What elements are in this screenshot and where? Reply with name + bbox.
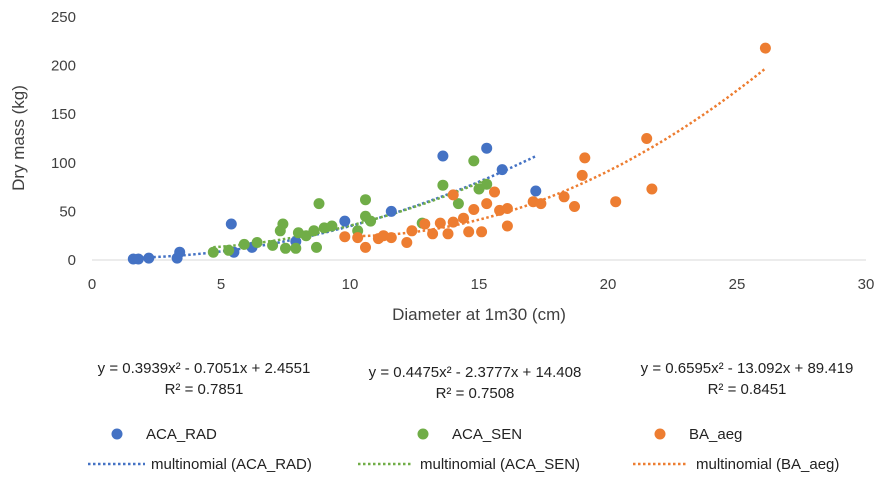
point-aca-sen (481, 178, 493, 190)
point-aca-rad (496, 164, 508, 176)
point-aca-sen (308, 225, 320, 237)
x-axis-title: Diameter at 1m30 (cm) (392, 305, 566, 324)
point-aca-sen (251, 237, 263, 248)
legend-label-aca-rad: ACA_RAD (146, 426, 217, 443)
y-tick-label: 250 (51, 9, 76, 26)
point-aca-sen (267, 239, 279, 251)
x-tick-labels: 0 5 10 15 20 25 30 (88, 276, 875, 293)
point-ba-aeg (646, 183, 658, 195)
point-ba-aeg (759, 42, 771, 54)
point-ba-aeg (489, 186, 500, 198)
point-aca-sen (360, 194, 371, 206)
point-aca-sen (437, 179, 449, 191)
point-ba-aeg (427, 228, 439, 240)
legend-label-aca-sen: ACA_SEN (452, 426, 522, 443)
point-aca-sen (238, 238, 250, 250)
y-tick-label: 150 (51, 106, 76, 123)
point-ba-aeg (576, 169, 588, 181)
legend-trend-label-aca-rad: multinomial (ACA_RAD) (151, 456, 312, 473)
point-ba-aeg (406, 225, 418, 237)
y-tick-label: 100 (51, 155, 76, 172)
point-aca-sen (468, 155, 480, 167)
point-aca-sen (277, 218, 289, 230)
r2-aca-sen: R² = 0.7508 (436, 385, 515, 402)
point-aca-rad (385, 205, 397, 217)
y-axis-title: Dry mass (kg) (9, 85, 28, 191)
point-ba-aeg (360, 241, 371, 253)
point-ba-aeg (352, 232, 364, 244)
point-aca-sen (311, 241, 322, 253)
point-aca-rad (481, 142, 493, 154)
point-ba-aeg (579, 152, 591, 164)
point-ba-aeg (339, 231, 351, 243)
trendline-aca-rad (133, 154, 537, 259)
legend-marker-aca-rad (111, 428, 123, 440)
point-ba-aeg (468, 204, 480, 215)
point-ba-aeg (419, 218, 431, 230)
point-aca-rad (143, 252, 155, 264)
point-ba-aeg (442, 228, 454, 240)
point-ba-aeg (641, 133, 653, 144)
y-tick-label: 0 (68, 252, 76, 269)
point-ba-aeg (569, 201, 580, 212)
point-ba-aeg (535, 198, 547, 210)
point-aca-rad (132, 253, 144, 265)
x-tick-label: 25 (729, 276, 746, 293)
trendline-ba-aeg (362, 67, 767, 238)
point-aca-sen (326, 220, 338, 232)
data-points (127, 42, 771, 265)
point-aca-sen (207, 246, 219, 258)
point-ba-aeg (558, 191, 570, 203)
legend-label-ba-aeg: BA_aeg (689, 426, 742, 443)
equation-ba-aeg: y = 0.6595x² - 13.092x + 89.419 (641, 360, 854, 377)
point-aca-rad (174, 246, 186, 258)
point-ba-aeg (463, 226, 475, 238)
legend-trend-label-aca-sen: multinomial (ACA_SEN) (420, 456, 580, 473)
point-ba-aeg (501, 203, 513, 214)
y-tick-label: 200 (51, 58, 76, 75)
r2-ba-aeg: R² = 0.8451 (708, 381, 787, 398)
point-aca-sen (313, 198, 325, 210)
legend-trend-label-ba-aeg: multinomial (BA_aeg) (696, 456, 839, 473)
legend: ACA_RAD ACA_SEN BA_aeg multinomial (ACA_… (88, 426, 839, 473)
point-ba-aeg (385, 232, 397, 244)
point-aca-sen (452, 198, 464, 210)
x-tick-label: 5 (217, 276, 225, 293)
r2-aca-rad: R² = 0.7851 (165, 381, 244, 398)
legend-marker-aca-sen (417, 428, 429, 440)
legend-marker-ba-aeg (654, 428, 666, 440)
point-aca-sen (290, 242, 302, 254)
x-tick-label: 0 (88, 276, 96, 293)
equation-aca-sen: y = 0.4475x² - 2.3777x + 14.408 (369, 364, 582, 381)
point-aca-rad (437, 150, 449, 162)
point-ba-aeg (458, 212, 469, 224)
point-aca-sen (223, 244, 235, 256)
point-aca-sen (365, 215, 377, 227)
x-tick-label: 30 (858, 276, 875, 293)
x-tick-label: 15 (471, 276, 488, 293)
point-ba-aeg (610, 196, 622, 208)
equation-aca-rad: y = 0.3939x² - 0.7051x + 2.4551 (98, 360, 311, 377)
point-aca-rad (225, 218, 237, 230)
x-tick-label: 20 (600, 276, 617, 293)
point-aca-rad (339, 215, 351, 227)
point-ba-aeg (447, 189, 459, 201)
point-aca-sen (280, 242, 291, 254)
point-aca-rad (530, 185, 542, 197)
point-ba-aeg (447, 216, 459, 228)
point-ba-aeg (434, 217, 446, 229)
point-ba-aeg (476, 226, 488, 238)
x-tick-label: 10 (342, 276, 359, 293)
point-ba-aeg (501, 220, 513, 232)
y-tick-label: 50 (59, 203, 76, 220)
point-ba-aeg (481, 198, 493, 210)
point-ba-aeg (401, 237, 413, 248)
y-tick-labels: 0 50 100 150 200 250 (51, 9, 76, 269)
